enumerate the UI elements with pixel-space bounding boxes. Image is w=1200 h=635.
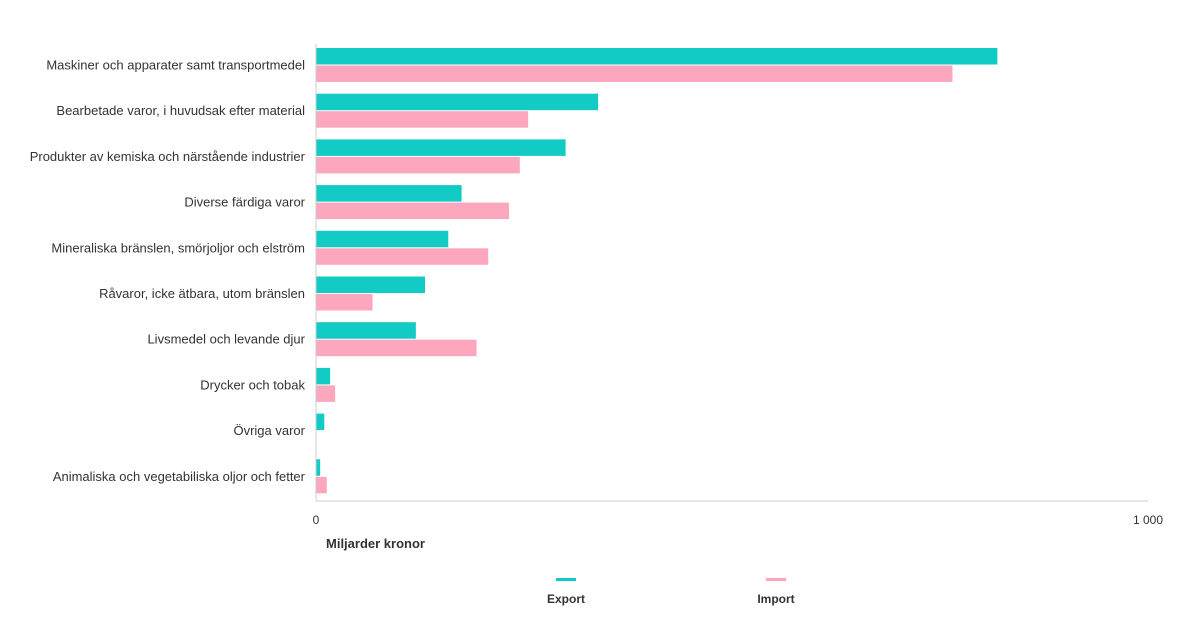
bar-import-category-4[interactable]	[316, 248, 489, 265]
bar-import-category-3[interactable]	[316, 202, 510, 220]
category-label-1: Bearbetade varor, i huvudsak efter mater…	[56, 103, 305, 118]
legend-swatch-export	[556, 578, 576, 581]
bar-export-category-3[interactable]	[316, 185, 462, 202]
bar-export-category-4[interactable]	[316, 230, 449, 248]
bar-import-category-5[interactable]	[316, 294, 373, 311]
x-tick-label-1: 1 000	[1133, 513, 1163, 527]
bar-import-category-2[interactable]	[316, 156, 520, 174]
bar-export-category-1[interactable]	[316, 93, 599, 111]
legend-item-export[interactable]: Export	[547, 578, 585, 606]
bar-export-category-2[interactable]	[316, 139, 566, 156]
bar-export-category-6[interactable]	[316, 322, 416, 339]
bar-import-category-9[interactable]	[316, 476, 327, 494]
x-tick-label-0: 0	[313, 513, 320, 527]
bar-import-category-1[interactable]	[316, 111, 529, 128]
category-label-2: Produkter av kemiska och närstående indu…	[30, 149, 306, 164]
category-label-3: Diverse färdiga varor	[184, 195, 305, 210]
bar-export-category-7[interactable]	[316, 367, 331, 385]
legend: Export Import	[547, 578, 795, 606]
legend-label-export: Export	[547, 592, 585, 606]
category-label-9: Animaliska och vegetabiliska oljor och f…	[53, 469, 306, 484]
bar-import-category-7[interactable]	[316, 385, 336, 402]
bar-export-category-9[interactable]	[316, 459, 321, 476]
legend-item-import[interactable]: Import	[757, 578, 795, 606]
legend-swatch-import	[766, 578, 786, 581]
category-label-4: Mineraliska bränslen, smörjoljor och els…	[51, 240, 305, 255]
bar-import-category-6[interactable]	[316, 339, 477, 357]
axis-layer	[315, 44, 1148, 502]
category-label-0: Maskiner och apparater samt transportmed…	[46, 58, 305, 73]
category-labels: Maskiner och apparater samt transportmed…	[30, 58, 306, 484]
bar-export-category-0[interactable]	[316, 48, 998, 65]
category-label-5: Råvaror, icke ätbara, utom bränslen	[99, 286, 305, 301]
category-label-6: Livsmedel och levande djur	[147, 332, 305, 347]
category-label-8: Övriga varor	[233, 423, 305, 438]
x-tick-labels: 0 1 000	[313, 513, 1164, 527]
legend-label-import: Import	[757, 592, 794, 606]
bar-export-category-8[interactable]	[316, 413, 325, 431]
x-axis-title: Miljarder kronor	[326, 536, 425, 551]
bars-layer	[316, 48, 998, 494]
category-label-7: Drycker och tobak	[200, 377, 305, 392]
bar-import-category-0[interactable]	[316, 65, 953, 83]
bar-export-category-5[interactable]	[316, 276, 425, 294]
